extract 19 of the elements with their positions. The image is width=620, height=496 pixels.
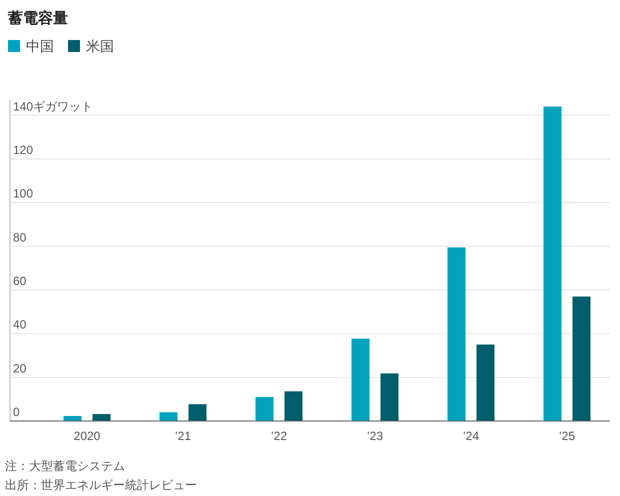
y-tick-label: 0 (13, 405, 20, 419)
x-tick-label: ’21 (174, 429, 192, 443)
y-tick-label: 80 (13, 230, 27, 244)
y-tick-label: 140ギガワット (13, 99, 94, 114)
x-tick-label: ’23 (366, 429, 384, 443)
text: 出所：世界エネルギー統計レビュー (5, 478, 197, 492)
legend-label: 米国 (86, 38, 114, 54)
x-tick-label: ’24 (462, 429, 480, 443)
y-tick-label: 60 (13, 274, 27, 288)
y-tick-label: 20 (13, 361, 27, 376)
x-tick-label: 2020 (74, 429, 101, 443)
x-tick-label: ’22 (270, 429, 288, 443)
text: 注：大型蓄電システム (5, 459, 125, 473)
y-tick-label: 40 (13, 318, 27, 332)
chart-title: 蓄電容量 (7, 9, 68, 27)
y-tick-label: 120 (13, 142, 34, 157)
y-tick-label: 100 (13, 186, 34, 201)
x-tick-label: ’25 (558, 429, 576, 443)
legend-label: 中国 (26, 38, 54, 54)
